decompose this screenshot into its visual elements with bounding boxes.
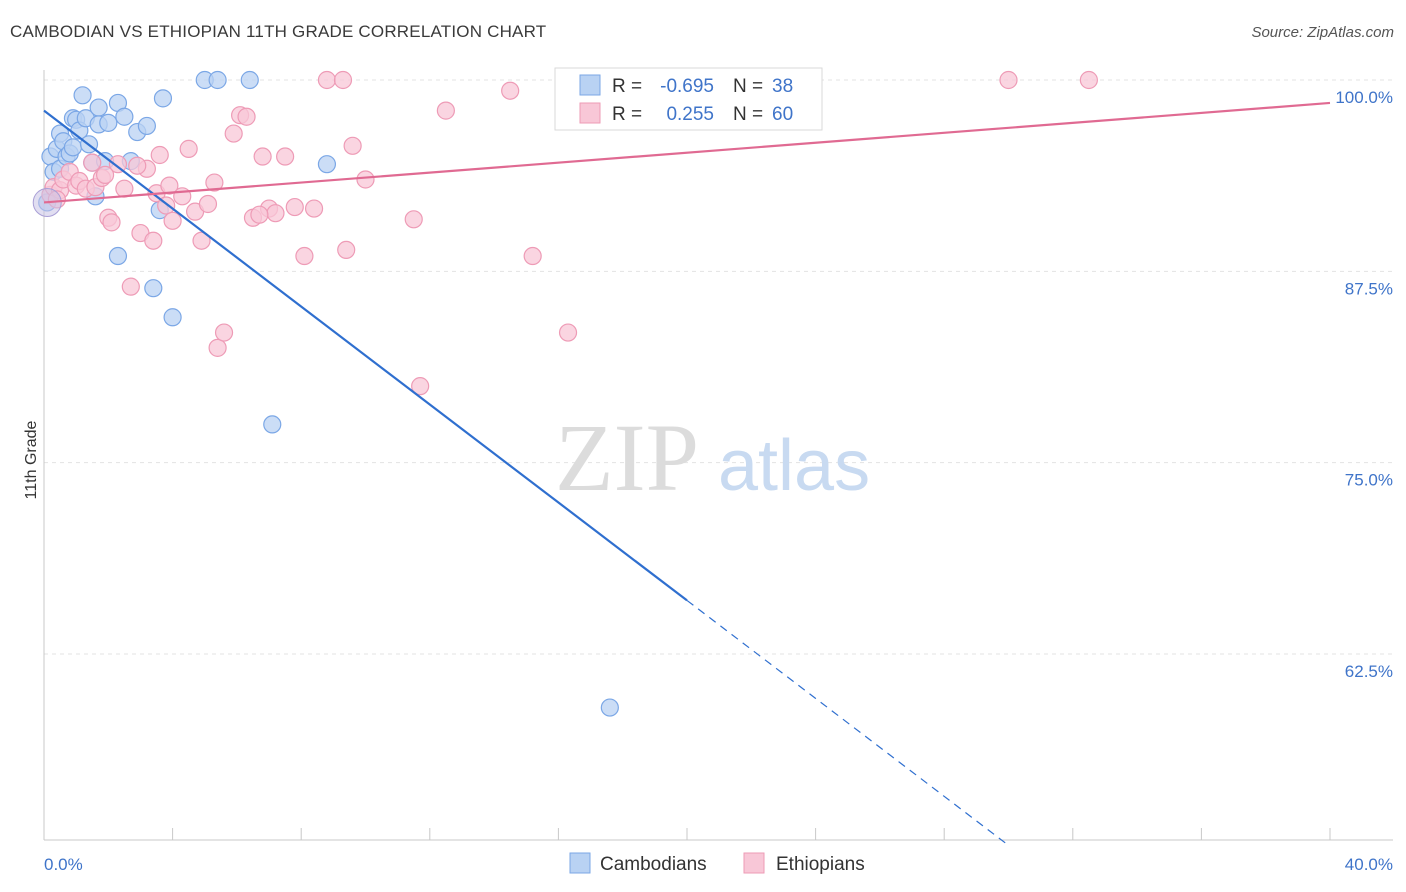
- series-label-ethiopians: Ethiopians: [776, 854, 865, 875]
- cambodian-point-28: [153, 89, 173, 108]
- watermark-atlas: atlas: [718, 426, 870, 506]
- ethiopian-point-43: [337, 240, 356, 260]
- ethiopian-point-38: [285, 197, 304, 217]
- ethiopian-point-28: [208, 338, 227, 357]
- ethiopian-point-49: [501, 81, 520, 100]
- trend-lines: [43, 101, 1331, 846]
- ethiopian-point-40: [304, 199, 324, 218]
- x-tick-max: 40.0%: [1345, 855, 1393, 874]
- y-tick-label-0: 100.0%: [1335, 88, 1393, 107]
- series-swatch-cambodians: [569, 852, 591, 874]
- ethiopian-point-34: [253, 147, 272, 166]
- ethiopian-point-39: [295, 246, 314, 266]
- cambodian-point-20: [99, 113, 118, 132]
- ethiopian-point-45: [356, 170, 375, 189]
- ethiopian-point-18: [144, 231, 163, 250]
- legend-n-value-1: 38: [772, 76, 793, 97]
- x-tick-min: 0.0%: [44, 855, 83, 874]
- data-points: [32, 70, 1098, 717]
- legend-swatch-ethiopians: [579, 102, 601, 124]
- legend-n-value-2: 60: [772, 104, 793, 125]
- cambodian-point-8: [63, 138, 83, 157]
- y-axis-label: 11th Grade: [23, 420, 40, 499]
- ethiopian-point-55: [95, 165, 115, 185]
- cambodian-point-31: [208, 70, 227, 90]
- ethiopian-point-26: [198, 194, 218, 214]
- legend-r-label-2: R =: [612, 104, 642, 125]
- ethiopian-point-53: [1079, 70, 1098, 90]
- ethiopian-point-12: [102, 213, 121, 232]
- cambodian-point-22: [115, 107, 134, 126]
- ethiopian-point-46: [404, 210, 423, 229]
- ethiopian-trend-line: [43, 101, 1331, 204]
- legend-r-value-1: -0.695: [660, 76, 714, 97]
- ethiopian-point-51: [558, 323, 578, 342]
- cambodian-point-12: [73, 86, 92, 105]
- y-tick-label-2: 75.0%: [1345, 471, 1393, 490]
- y-tick-labels: 100.0% 87.5% 75.0% 62.5%: [1335, 88, 1393, 681]
- ethiopian-point-15: [121, 277, 140, 296]
- cambodian-trend-line: [43, 109, 688, 602]
- ethiopian-point-32: [237, 107, 256, 126]
- ethiopian-point-42: [333, 70, 353, 90]
- series-label-cambodians: Cambodians: [600, 854, 707, 875]
- ethiopian-point-13: [108, 155, 128, 174]
- legend-r-label-1: R =: [612, 76, 642, 97]
- cambodian-point-26: [144, 279, 163, 298]
- ethiopian-point-56: [128, 156, 147, 175]
- cambodian-point-33: [263, 415, 282, 434]
- ethiopian-point-37: [276, 147, 295, 166]
- legend-swatch-cambodians: [579, 74, 601, 96]
- cambodian-point-32: [240, 70, 259, 90]
- ethiopian-point-29: [214, 323, 234, 342]
- ethiopian-point-41: [317, 70, 337, 90]
- ethiopian-point-52: [999, 70, 1018, 90]
- legend-n-label-1: N =: [733, 76, 763, 97]
- legend-r-value-2: 0.255: [666, 104, 714, 125]
- series-legend: Cambodians Ethiopians: [569, 852, 865, 875]
- ethiopian-point-59: [150, 145, 169, 165]
- ethiopian-point-14: [115, 179, 134, 198]
- ethiopian-point-23: [179, 139, 198, 158]
- ethiopian-point-47: [411, 377, 430, 396]
- cambodian-point-34: [317, 155, 337, 174]
- y-tick-label-1: 87.5%: [1345, 279, 1393, 298]
- series-swatch-ethiopians: [743, 852, 765, 874]
- ethiopian-point-48: [436, 101, 455, 120]
- cambodian-point-29: [163, 308, 182, 327]
- ethiopian-point-25: [192, 231, 211, 250]
- ethiopian-point-58: [250, 205, 269, 224]
- cambodian-trend-extension: [686, 599, 1009, 846]
- cambodian-point-35: [108, 246, 128, 266]
- ethiopian-point-8: [83, 153, 102, 172]
- cambodian-point-36: [600, 698, 619, 717]
- ethiopian-point-50: [523, 246, 542, 266]
- chart-title: CAMBODIAN VS ETHIOPIAN 11TH GRADE CORREL…: [10, 22, 547, 41]
- ethiopian-point-21: [160, 176, 179, 195]
- ethiopian-point-57: [163, 211, 182, 230]
- legend-n-label-2: N =: [733, 104, 763, 125]
- grid: [44, 79, 1393, 655]
- ethiopian-point-30: [224, 124, 243, 143]
- cambodian-point-25: [137, 116, 156, 136]
- y-tick-label-3: 62.5%: [1345, 662, 1393, 681]
- watermark-zip: ZIP: [555, 404, 699, 511]
- correlation-legend: R = -0.695 N = 38 R = 0.255 N = 60: [554, 67, 823, 131]
- ethiopian-point-44: [343, 136, 362, 155]
- ethiopian-point-27: [205, 173, 224, 192]
- chart-source: Source: ZipAtlas.com: [1251, 24, 1394, 41]
- ethiopian-point-36: [266, 204, 285, 223]
- cambodian-point-17: [89, 98, 108, 117]
